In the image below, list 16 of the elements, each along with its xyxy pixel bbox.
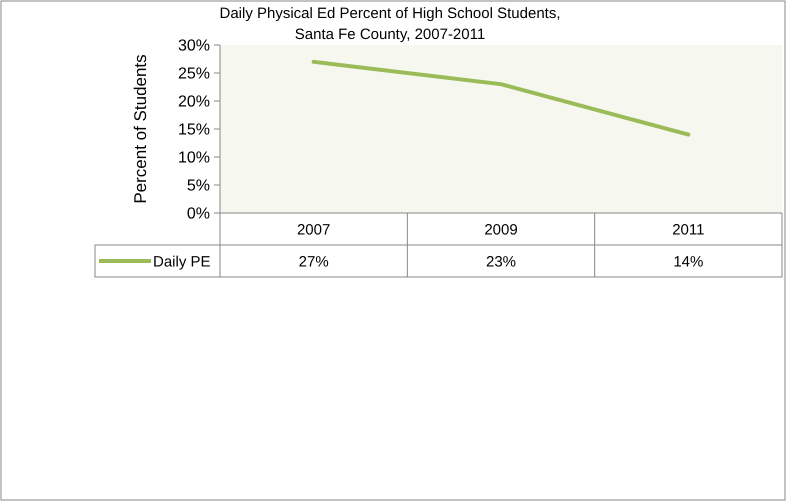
x-tick-label: 2007 <box>296 221 330 238</box>
data-label: 23% <box>486 253 516 270</box>
legend-label: Daily PE <box>153 253 211 270</box>
x-tick-label: 2011 <box>672 221 704 238</box>
y-tick-label: 0% <box>186 206 210 223</box>
x-tick-label: 2009 <box>484 221 518 238</box>
data-label: 14% <box>673 253 704 270</box>
y-tick-label: 30% <box>178 38 210 55</box>
y-tick-label: 15% <box>178 122 210 139</box>
data-label: 27% <box>298 253 329 270</box>
y-tick-label: 10% <box>178 150 210 167</box>
y-axis-title: Percent of Students <box>130 54 150 204</box>
y-tick-label: 5% <box>186 178 210 195</box>
y-tick-label: 20% <box>178 94 210 111</box>
chart-title: Daily Physical Ed Percent of High School Students, Santa Fe County, 2007-2011 <box>219 5 561 43</box>
y-tick-label: 25% <box>178 66 210 83</box>
